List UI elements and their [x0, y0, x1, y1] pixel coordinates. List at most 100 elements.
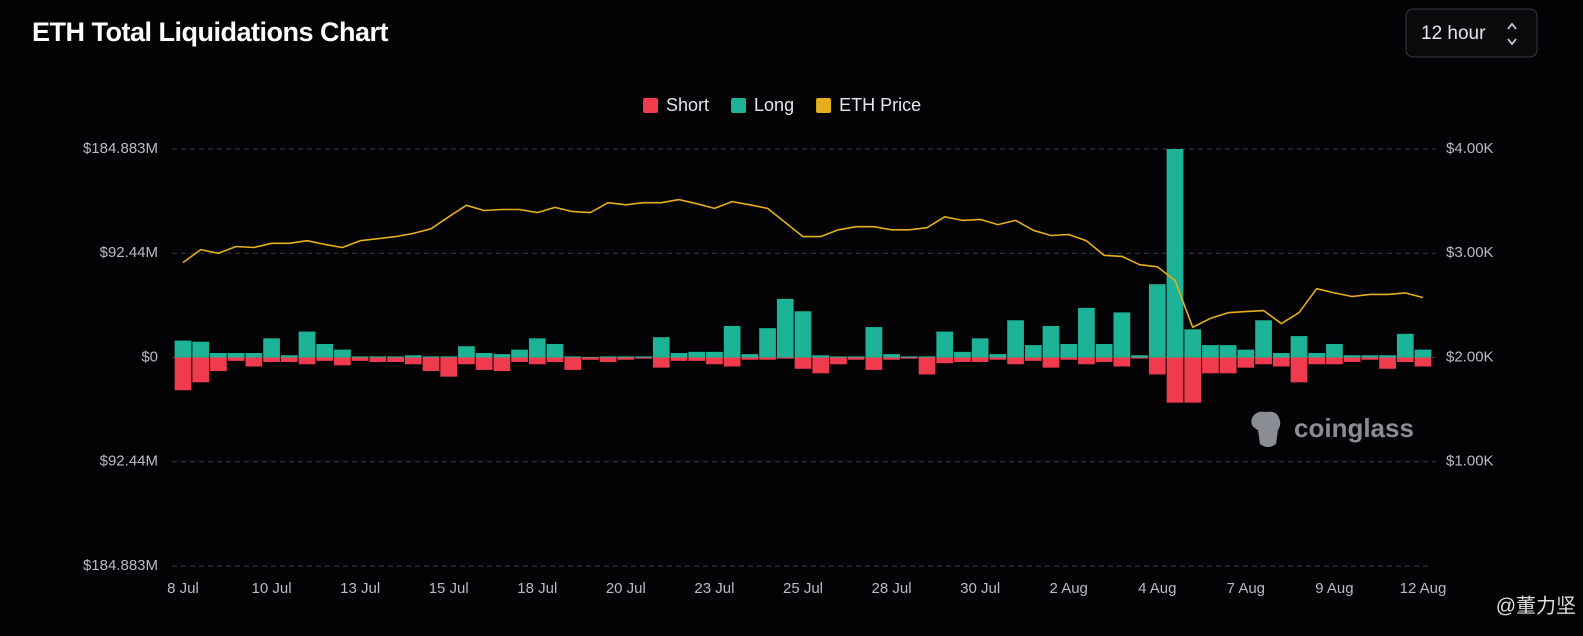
bar	[1024, 345, 1042, 358]
y2-tick-label: $1.00K	[1446, 453, 1494, 470]
bar	[812, 357, 830, 374]
bar	[1078, 357, 1095, 365]
x-tick-label: 13 Jul	[340, 580, 380, 597]
bar	[759, 328, 776, 358]
bar	[493, 357, 511, 372]
price-line	[182, 198, 1424, 329]
y2-tick-label: $3.00K	[1446, 244, 1494, 261]
bar	[210, 357, 227, 372]
bar	[652, 337, 670, 358]
bar	[404, 357, 422, 365]
y2-tick-label: $2.00K	[1446, 348, 1494, 365]
legend-label: Short	[666, 95, 709, 115]
bar	[776, 298, 794, 358]
bar	[546, 357, 564, 363]
labels: $184.883M $92.44M $0 $92.44M $184.883M $1.00K…	[83, 140, 1494, 597]
bar	[422, 356, 440, 358]
bar	[1113, 357, 1131, 367]
bar	[1396, 333, 1414, 358]
bar	[404, 355, 422, 358]
bar	[1414, 357, 1432, 367]
y-tick-label: $184.883M	[83, 557, 158, 574]
bar	[1060, 357, 1078, 360]
bar	[422, 357, 440, 372]
bar	[369, 357, 387, 363]
bar	[493, 354, 511, 358]
bar	[316, 357, 334, 361]
bar	[900, 356, 918, 358]
bar	[971, 338, 989, 358]
interval-select[interactable]: 12 hour	[1405, 8, 1538, 58]
bar	[1042, 357, 1060, 368]
bar	[936, 331, 954, 358]
x-tick-label: 9 Aug	[1315, 580, 1353, 597]
bar	[192, 357, 210, 383]
bar	[387, 357, 404, 363]
bar	[1343, 357, 1361, 363]
bar	[989, 354, 1007, 358]
legend-swatch	[816, 98, 832, 113]
bar	[1060, 343, 1078, 358]
bar	[440, 357, 458, 377]
bar	[1308, 352, 1326, 358]
bar	[1272, 357, 1290, 367]
bar	[564, 357, 582, 370]
bar	[263, 338, 280, 358]
bar	[741, 357, 759, 360]
bar	[316, 343, 334, 358]
bar	[971, 357, 989, 363]
bar	[1414, 349, 1432, 358]
bar	[511, 349, 528, 358]
bar	[528, 338, 546, 358]
select-box[interactable]	[1405, 8, 1538, 58]
bar	[670, 352, 688, 358]
x-tick-label: 7 Aug	[1227, 580, 1265, 597]
bar	[440, 356, 458, 358]
bar	[635, 356, 652, 358]
bar	[1007, 320, 1024, 358]
bar	[599, 357, 617, 363]
watermark-logo	[1251, 411, 1281, 447]
bar	[387, 356, 404, 358]
bar	[1272, 352, 1290, 358]
bar	[298, 357, 316, 365]
bar	[1361, 357, 1379, 360]
bar	[351, 357, 369, 361]
bar	[245, 357, 263, 367]
bar	[546, 343, 564, 358]
select-text[interactable]: 12 hour	[1421, 23, 1486, 44]
x-tick-label: 18 Jul	[517, 580, 557, 597]
x-tick-label: 10 Jul	[252, 580, 292, 597]
bar	[227, 357, 245, 361]
legend-swatch	[731, 98, 747, 113]
bar	[1148, 357, 1166, 375]
bar	[688, 351, 706, 358]
bar	[174, 340, 192, 358]
bar	[954, 357, 971, 363]
bar	[1379, 355, 1396, 358]
bar	[298, 331, 316, 358]
bar	[1343, 355, 1361, 358]
bar	[936, 357, 954, 364]
legend-label: ETH Price	[839, 95, 921, 115]
bar	[1219, 345, 1237, 358]
x-tick-label: 23 Jul	[694, 580, 734, 597]
bar	[1255, 357, 1272, 365]
bar	[989, 357, 1007, 360]
bar	[706, 357, 723, 365]
bar	[918, 356, 936, 358]
y-tick-label: $92.44M	[100, 244, 158, 261]
bar	[174, 357, 192, 391]
bar	[617, 357, 635, 360]
bar	[1219, 357, 1237, 374]
logo-shape	[1251, 411, 1281, 447]
bar	[511, 357, 528, 363]
bar	[458, 357, 475, 365]
chart-title: ETH Total Liquidations Chart	[32, 17, 388, 47]
legend-label: Long	[754, 95, 794, 115]
bar	[582, 357, 599, 360]
bar	[954, 351, 971, 358]
bar	[723, 325, 741, 358]
x-tick-label: 12 Aug	[1400, 580, 1447, 597]
